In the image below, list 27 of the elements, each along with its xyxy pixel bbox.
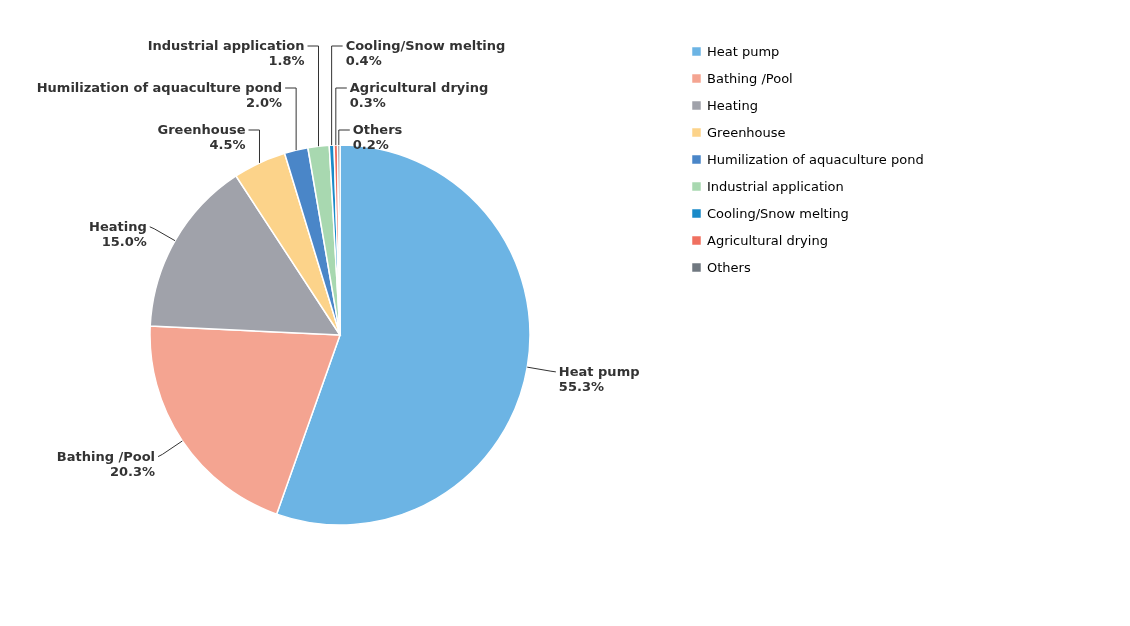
data-label: 55.3%: [558, 378, 604, 394]
legend-label: Agricultural drying: [707, 232, 828, 248]
legend-label: Humilization of aquaculture pond: [707, 151, 924, 167]
data-label: 2.0%: [246, 95, 283, 110]
legend-label: Greenhouse: [707, 124, 786, 140]
data-label: 0.3%: [349, 95, 386, 110]
legend-label: Others: [707, 259, 751, 275]
legend-label: Bathing /Pool: [707, 70, 793, 86]
slice-label: Humilization of aquaculture pond: [36, 80, 283, 95]
legend-label: Heat pump: [707, 43, 780, 59]
slice-label: Cooling/Snow melting: [345, 38, 506, 53]
slice-label: Industrial application: [147, 38, 305, 53]
slice-label: Others: [352, 122, 403, 137]
legend-label: Industrial application: [707, 178, 844, 194]
slice-label: Greenhouse: [157, 122, 246, 137]
data-label: 15.0%: [101, 233, 147, 249]
slice-label: Heat pump: [558, 363, 640, 379]
data-label: 1.8%: [268, 53, 305, 68]
legend-label: Cooling/Snow melting: [707, 205, 849, 221]
slice-label: Bathing /Pool: [56, 448, 156, 464]
slice-label: Heating: [89, 218, 147, 234]
data-label: 20.3%: [109, 463, 156, 479]
slice-label: Agricultural drying: [349, 80, 489, 95]
legend-label: Heating: [707, 97, 758, 113]
data-label: 0.2%: [352, 137, 389, 152]
data-label: 4.5%: [209, 137, 246, 152]
data-label: 0.4%: [345, 53, 382, 68]
